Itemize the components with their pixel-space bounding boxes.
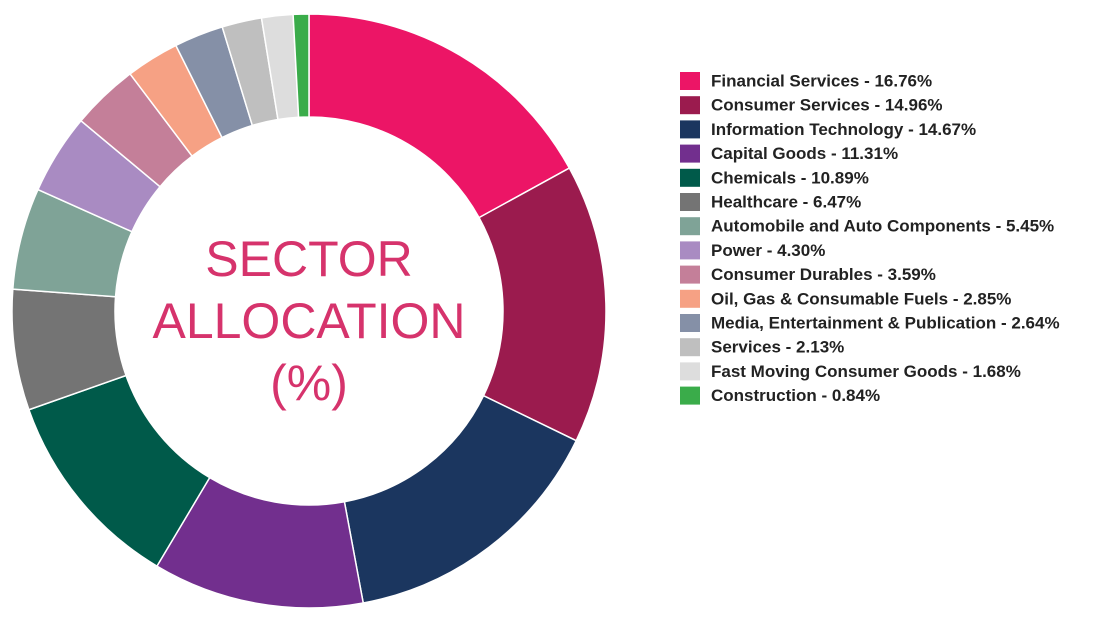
legend-label: Construction - 0.84% xyxy=(711,386,880,405)
center-title: ALLOCATION xyxy=(152,293,465,349)
legend-label: Fast Moving Consumer Goods - 1.68% xyxy=(711,362,1021,381)
legend-label: Consumer Services - 14.96% xyxy=(711,96,943,115)
donut-segment xyxy=(308,13,571,219)
legend-swatch xyxy=(680,241,700,260)
legend-label: Services - 2.13% xyxy=(711,338,844,357)
legend-label: Media, Entertainment & Publication - 2.6… xyxy=(711,313,1060,332)
legend-swatch xyxy=(680,72,700,90)
legend-swatch xyxy=(680,168,700,187)
legend-swatch xyxy=(680,386,700,405)
legend-swatch xyxy=(680,120,700,139)
legend-label: Consumer Durables - 3.59% xyxy=(711,265,936,284)
legend-label: Oil, Gas & Consumable Fuels - 2.85% xyxy=(711,289,1011,308)
donut-segment xyxy=(478,167,607,442)
legend-swatch xyxy=(680,314,700,332)
legend-label: Chemicals - 10.89% xyxy=(711,168,869,187)
legend-label: Healthcare - 6.47% xyxy=(711,192,861,211)
legend-swatch xyxy=(680,362,700,381)
center-title: (%) xyxy=(270,355,348,411)
legend-swatch xyxy=(680,265,700,284)
legend-label: Automobile and Auto Components - 5.45% xyxy=(711,217,1054,236)
legend-swatch xyxy=(680,193,700,211)
legend-swatch xyxy=(680,289,700,308)
legend-label: Power - 4.30% xyxy=(711,241,825,260)
center-title: SECTOR xyxy=(205,231,412,287)
donut-segment xyxy=(343,394,578,604)
legend-swatch xyxy=(680,96,700,115)
legend-label: Financial Services - 16.76% xyxy=(711,71,932,90)
legend-swatch xyxy=(680,338,700,357)
legend-label: Capital Goods - 11.31% xyxy=(711,144,898,163)
donut-segment xyxy=(292,13,310,119)
legend-swatch xyxy=(680,217,700,236)
legend-swatch xyxy=(680,144,700,163)
legend-label: Information Technology - 14.67% xyxy=(711,120,976,139)
